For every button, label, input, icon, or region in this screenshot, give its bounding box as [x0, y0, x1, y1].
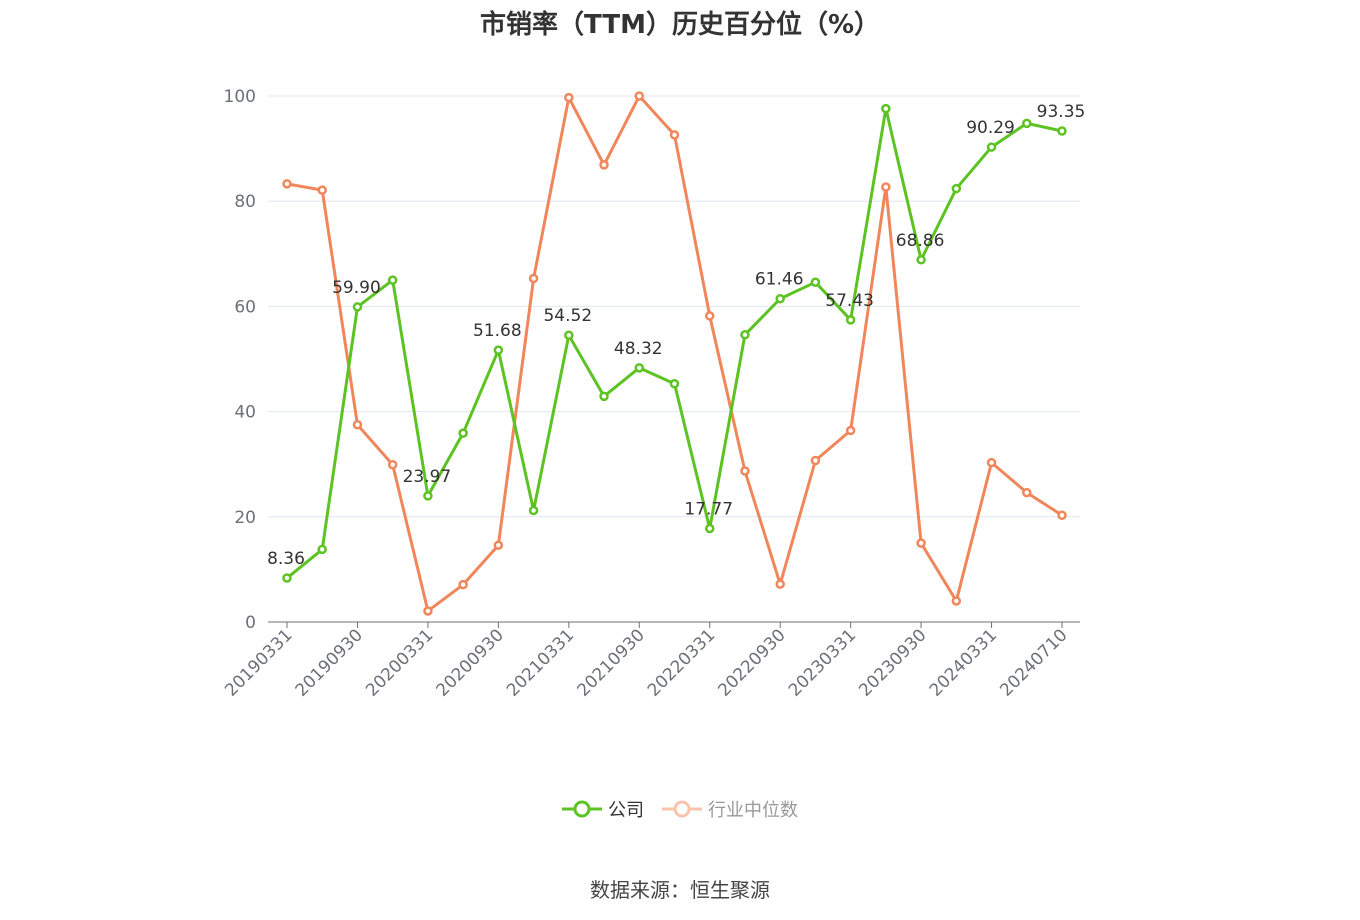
data-point [634, 363, 645, 373]
data-label: 59.90 [332, 278, 381, 298]
data-point [881, 103, 891, 114]
data-label: 90.29 [966, 118, 1015, 138]
data-point [458, 579, 468, 590]
data-label: 8.36 [267, 549, 305, 569]
data-point [951, 596, 962, 606]
data-labels: 8.36 59.90 23.97 51.68 54.52 48.32 17.77 61.46 5… [267, 102, 1085, 569]
source-note: 数据来源：恒生聚源 [590, 878, 770, 902]
data-point [564, 92, 574, 103]
data-point [951, 183, 962, 194]
data-point [282, 179, 292, 189]
legend-item-company[interactable]: 公司 [562, 796, 644, 822]
legend-company-icon [562, 800, 602, 818]
data-point [634, 91, 645, 101]
axes: 0 20 40 60 80 100 2019033120190930202003312020… [221, 87, 1080, 701]
data-point [881, 182, 891, 192]
data-point [493, 345, 504, 355]
data-point [282, 573, 292, 583]
data-point [916, 538, 926, 548]
data-point [528, 273, 539, 284]
data-point [352, 302, 363, 312]
y-tick-label: 0 [245, 613, 256, 633]
data-label: 68.86 [896, 231, 945, 251]
data-point [317, 185, 327, 195]
data-point [1057, 510, 1067, 520]
legend-item-industry-median[interactable]: 行业中位数 [662, 796, 798, 822]
grid-lines [268, 95, 1080, 518]
data-point [669, 130, 680, 140]
data-point [528, 505, 539, 516]
data-label: 54.52 [543, 306, 592, 326]
x-tick-label: 20220331 [644, 625, 719, 700]
x-tick-label: 20200930 [433, 625, 508, 700]
data-point [740, 330, 750, 340]
data-label: 51.68 [473, 321, 522, 341]
data-point [387, 459, 398, 470]
data-point [599, 391, 609, 402]
data-point [704, 311, 715, 321]
x-tick-label: 20210331 [503, 625, 578, 700]
data-point [775, 293, 785, 304]
x-tick-label: 20190930 [292, 625, 367, 700]
y-tick-label: 100 [224, 87, 256, 107]
data-point [423, 606, 433, 616]
data-point [845, 425, 856, 436]
data-point [564, 330, 574, 340]
legend-company-label: 公司 [608, 800, 644, 821]
data-point [810, 277, 821, 287]
y-tick-label: 40 [234, 403, 256, 423]
y-tick-label: 60 [234, 297, 256, 317]
line-chart: 0 20 40 60 80 100 2019033120190930202003312020… [221, 87, 1085, 701]
data-point [775, 579, 785, 589]
data-point [1022, 487, 1032, 498]
legend-industry-median-icon [662, 800, 702, 818]
data-point [317, 544, 327, 555]
series-lines [282, 91, 1067, 616]
data-point [1022, 118, 1032, 129]
data-point [493, 540, 504, 550]
x-tick-label: 20190331 [221, 625, 296, 700]
data-point [986, 457, 997, 468]
legend-industry-median-label: 行业中位数 [708, 800, 798, 821]
data-point [387, 275, 398, 285]
x-tick-label: 20240331 [926, 625, 1001, 700]
data-label: 93.35 [1037, 102, 1086, 122]
data-label: 57.43 [825, 291, 874, 311]
data-point [845, 315, 856, 325]
data-point [458, 428, 468, 438]
data-point [352, 420, 363, 430]
data-point [704, 523, 715, 534]
data-point [986, 142, 997, 152]
data-label: 61.46 [755, 270, 804, 290]
data-label: 23.97 [403, 467, 452, 487]
data-point [1057, 126, 1067, 136]
data-point [669, 378, 680, 389]
x-tick-label: 20230331 [785, 625, 860, 700]
data-point [599, 160, 609, 170]
data-point [423, 491, 433, 501]
x-tick-label: 20220930 [714, 625, 789, 700]
x-tick-label: 20230930 [855, 625, 930, 700]
x-tick-label: 20210930 [573, 625, 648, 700]
data-label: 48.32 [614, 339, 663, 359]
x-tick-label: 20200331 [362, 625, 437, 700]
x-tick-label: 20240710 [996, 625, 1071, 700]
legend: 公司 行业中位数 [0, 796, 1360, 822]
data-label: 17.77 [684, 500, 733, 520]
y-tick-label: 20 [234, 508, 256, 528]
data-point [810, 455, 821, 466]
chart-title: 市销率（TTM）历史百分位（%） [480, 10, 880, 40]
data-point [916, 255, 926, 265]
y-tick-label: 80 [234, 192, 256, 212]
data-point [740, 466, 750, 476]
